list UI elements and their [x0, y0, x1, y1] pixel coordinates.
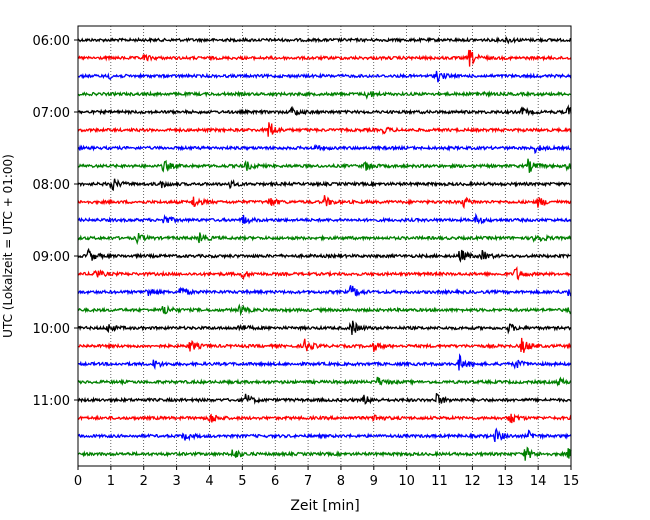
seismogram-trace-1130	[77, 427, 572, 443]
x-axis: 0 1 2 3 4 5 6 7 8 9 10 11 12 13 14 15	[74, 466, 579, 489]
seismogram-trace-1145	[77, 446, 572, 461]
x-tick-label: 13	[497, 474, 514, 489]
x-tick-label: 1	[107, 474, 115, 489]
seismogram-trace-1030	[77, 353, 572, 371]
seismogram-trace-1100	[77, 392, 572, 405]
seismogram-trace-0945	[78, 303, 572, 317]
y-tick-label: 08:00	[33, 178, 70, 193]
seismogram-trace-0845	[77, 232, 572, 246]
seismogram-trace-1115	[77, 413, 572, 424]
seismogram-trace-0830	[77, 212, 572, 225]
seismogram-trace-0800	[77, 178, 572, 192]
x-tick-label: 9	[370, 474, 378, 489]
x-tick-label: 6	[271, 474, 279, 489]
y-tick-label: 07:00	[33, 106, 70, 121]
y-tick-label: 09:00	[33, 250, 70, 265]
x-tick-label: 4	[205, 474, 213, 489]
x-tick-label: 10	[398, 474, 415, 489]
x-tick-label: 14	[530, 474, 547, 489]
y-tick-label: 06:00	[33, 34, 70, 49]
x-tick-label: 8	[337, 474, 345, 489]
x-tick-label: 5	[238, 474, 246, 489]
seismogram-trace-0915	[77, 265, 572, 281]
seismogram-trace-0645	[77, 90, 572, 100]
y-tick-label: 11:00	[33, 394, 70, 409]
seismogram-trace-0700	[77, 104, 572, 117]
seismogram-trace-1000	[77, 320, 572, 335]
seismogram-trace-1045	[77, 376, 572, 387]
y-axis-label: UTC (Lokalzeit = UTC + 01:00)	[1, 154, 15, 338]
y-axis: 06:00 07:00 08:00 09:00 10:00 11:00	[33, 34, 78, 409]
y-tick-label: 10:00	[33, 322, 70, 337]
seismogram-trace-0930	[77, 285, 572, 297]
x-tick-label: 2	[140, 474, 148, 489]
seismogram-trace-0615	[77, 49, 572, 67]
seismogram-trace-0630	[77, 70, 572, 83]
plot-frame	[77, 25, 572, 467]
grid-lines	[110, 26, 539, 466]
seismogram-trace-0715	[77, 122, 572, 137]
x-tick-label: 15	[563, 474, 580, 489]
seismogram-trace-0900	[77, 247, 572, 263]
seismogram-trace-1015	[77, 337, 572, 353]
x-tick-label: 11	[431, 474, 448, 489]
x-tick-label: 12	[464, 474, 481, 489]
x-tick-label: 3	[172, 474, 180, 489]
seismogram-trace-0730	[77, 144, 572, 155]
x-tick-label: 7	[304, 474, 312, 489]
seismogram-trace-0745	[77, 158, 572, 173]
x-axis-label: Zeit [min]	[290, 498, 359, 514]
trace-group	[77, 35, 572, 461]
seismogram-trace-0815	[77, 195, 572, 210]
seismogram-trace-0600	[77, 35, 571, 45]
x-tick-label: 0	[74, 474, 82, 489]
